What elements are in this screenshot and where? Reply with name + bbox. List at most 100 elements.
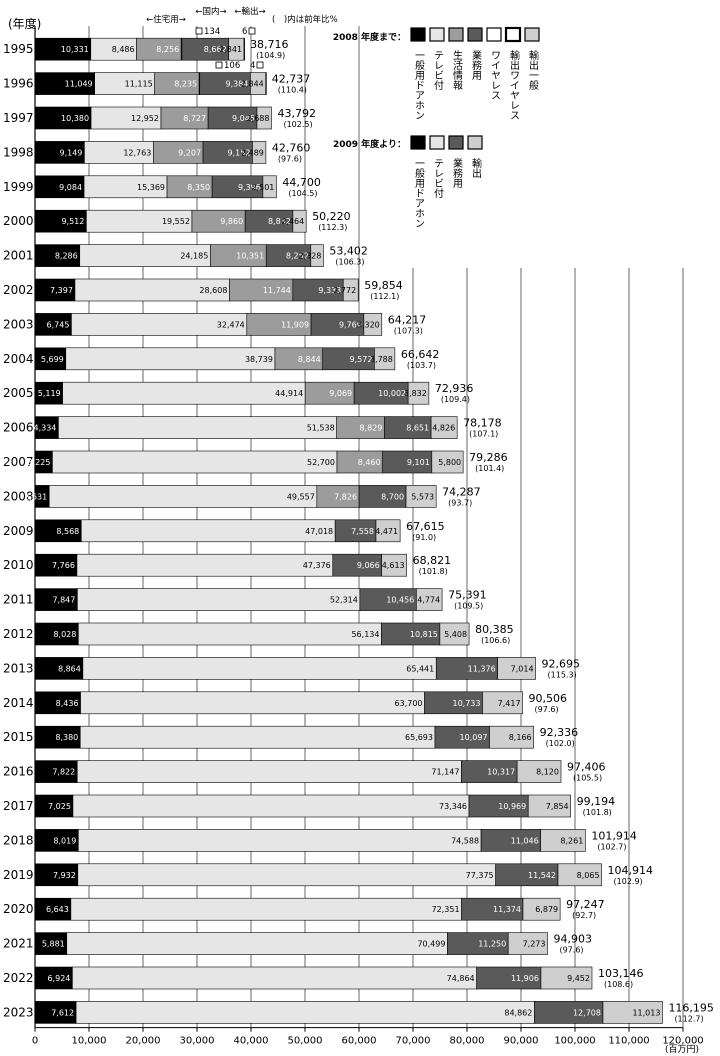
bar-row: 2017 7,025 73,346 10,969 7,854 99,194(101.8) bbox=[3, 794, 616, 818]
ratio-label: (102.9) bbox=[614, 877, 643, 886]
bar-segment-tv bbox=[66, 932, 448, 955]
data-label: 11,374 bbox=[493, 905, 521, 914]
bar-row: 2015 8,380 65,693 10,097 8,166 92,336(102.0) bbox=[3, 725, 578, 749]
legend-label-tv: テレビ付 bbox=[432, 158, 444, 199]
data-label: 6,879 bbox=[535, 905, 558, 914]
data-label: 7,847 bbox=[52, 596, 75, 605]
bar-row: 2009 8,568 47,018 7,558 4,471 67,615(91.0) bbox=[3, 519, 445, 543]
x-tick-label: 0 bbox=[32, 1036, 38, 1047]
total-label: 68,821 bbox=[413, 554, 452, 567]
ratio-label: (92.7) bbox=[572, 911, 596, 920]
data-label: 2,631 bbox=[24, 492, 47, 501]
total-label: 53,402 bbox=[329, 245, 368, 258]
bar-segment-exp_general bbox=[482, 691, 523, 715]
data-label: 3,320 bbox=[357, 320, 380, 329]
exp-wireless-marker bbox=[256, 61, 264, 69]
x-tick-label: 30,000 bbox=[180, 1036, 215, 1047]
data-label: 10,969 bbox=[498, 802, 526, 811]
data-label: 10,317 bbox=[487, 768, 515, 777]
total-label: 116,195 bbox=[668, 1001, 714, 1014]
x-axis: 0 10,000 20,000 30,000 40,000 50,000 60,000 70,… bbox=[32, 1027, 704, 1047]
ratio-label: (107.1) bbox=[469, 430, 498, 439]
data-label: 70,499 bbox=[417, 940, 445, 949]
data-label: 8,235 bbox=[174, 80, 197, 89]
bar-segment-tv bbox=[72, 966, 477, 990]
legend-swatch-tv bbox=[429, 27, 445, 42]
data-label: 47,018 bbox=[305, 527, 333, 536]
year-label: 1995 bbox=[3, 42, 34, 56]
total-label: 80,385 bbox=[475, 623, 513, 636]
x-tick-label: 60,000 bbox=[342, 1036, 377, 1047]
data-label: 7,014 bbox=[511, 664, 534, 673]
data-label: 9,066 bbox=[357, 561, 380, 570]
data-label: 4,334 bbox=[33, 424, 56, 433]
total-label: 99,194 bbox=[577, 795, 616, 808]
data-label: 12,708 bbox=[573, 1008, 601, 1017]
data-label: 8,727 bbox=[183, 114, 206, 123]
legend-swatch-exp_general bbox=[524, 27, 540, 42]
data-label: 9,207 bbox=[178, 148, 201, 157]
annotation-domestic: ←国内→ bbox=[195, 6, 226, 17]
ratio-label: (101.8) bbox=[419, 567, 448, 576]
data-label: 11,542 bbox=[528, 871, 556, 880]
data-label: 9,572 bbox=[350, 355, 373, 364]
total-label: 64,217 bbox=[388, 313, 427, 326]
bar-segment-tv bbox=[72, 794, 470, 818]
data-label: 4,613 bbox=[382, 561, 405, 570]
year-label: 2013 bbox=[3, 661, 34, 675]
data-label: 8,651 bbox=[406, 424, 429, 433]
legend-title: 2009 年度より： bbox=[333, 138, 406, 150]
year-label: 2016 bbox=[3, 765, 34, 779]
data-label: 15,369 bbox=[137, 183, 165, 192]
total-label: 97,247 bbox=[566, 898, 605, 911]
bar-segment-exp_general bbox=[252, 141, 267, 164]
data-label: 2,772 bbox=[333, 286, 356, 295]
bar-segment-tv bbox=[80, 691, 425, 715]
ratio-label: (112.7) bbox=[674, 1014, 703, 1023]
total-label: 75,391 bbox=[448, 589, 487, 602]
legend-label-business: 業務用 bbox=[470, 49, 482, 81]
legend-title: 2008 年度まで： bbox=[333, 31, 406, 43]
x-tick-label: 50,000 bbox=[288, 1036, 323, 1047]
year-label: 2020 bbox=[3, 902, 34, 916]
bar-row: 2021 5,881 70,499 11,250 7,273 94,903(97.6) bbox=[3, 932, 592, 955]
ratio-label: (93.7) bbox=[448, 498, 472, 507]
year-label: 1999 bbox=[3, 180, 34, 194]
data-label: 77,375 bbox=[466, 871, 494, 880]
bar-segment-exp_general bbox=[439, 622, 470, 646]
legend-swatch-lifeinfo bbox=[448, 27, 464, 42]
bar-segment-exp_general bbox=[507, 932, 548, 955]
year-label: 2018 bbox=[3, 833, 34, 847]
bar-segment-exp_wireless bbox=[265, 72, 267, 95]
data-label: 52,314 bbox=[330, 596, 358, 605]
data-label: 11,906 bbox=[511, 974, 539, 983]
legend-background bbox=[378, 16, 718, 268]
total-label: 42,760 bbox=[272, 141, 311, 154]
data-label: 8,019 bbox=[53, 836, 76, 845]
data-label: 74,864 bbox=[447, 974, 475, 983]
total-label: 38,716 bbox=[250, 38, 289, 51]
x-tick-label: 70,000 bbox=[396, 1036, 431, 1047]
bar-row: 2011 7,847 52,314 10,456 4,774 75,391(109.5) bbox=[3, 588, 487, 611]
bar-segment-exp_general bbox=[522, 897, 561, 921]
annotation-export: ←輸出→ bbox=[234, 6, 265, 17]
bar-segment-exp_general bbox=[262, 175, 277, 199]
bar-segment-tv bbox=[65, 347, 276, 371]
data-label: 8,166 bbox=[509, 733, 532, 742]
data-label: 7,822 bbox=[52, 768, 75, 777]
ratio-label: (108.6) bbox=[604, 980, 633, 989]
data-label: 8,700 bbox=[381, 492, 404, 501]
legend-label-business: 業務用 bbox=[451, 157, 463, 189]
data-label: 10,815 bbox=[410, 630, 438, 639]
data-label: 8,832 bbox=[268, 217, 291, 226]
data-label: 10,351 bbox=[236, 252, 264, 261]
data-label: 11,046 bbox=[511, 836, 539, 845]
data-label: 10,380 bbox=[61, 114, 89, 123]
legend-swatch-exp_general bbox=[467, 135, 483, 150]
data-label: 49,557 bbox=[287, 492, 315, 501]
bar-segment-tv bbox=[82, 657, 437, 680]
annotation-wireless-1996: 106 bbox=[224, 61, 240, 71]
